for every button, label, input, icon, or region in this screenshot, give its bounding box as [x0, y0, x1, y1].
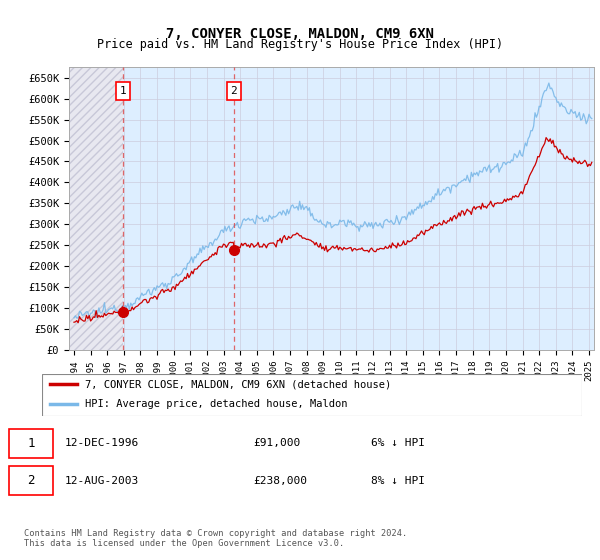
Text: 12-AUG-2003: 12-AUG-2003 [65, 475, 139, 486]
Text: 7, CONYER CLOSE, MALDON, CM9 6XN (detached house): 7, CONYER CLOSE, MALDON, CM9 6XN (detach… [85, 379, 391, 389]
Text: 2: 2 [230, 86, 237, 96]
Text: 6% ↓ HPI: 6% ↓ HPI [371, 438, 425, 448]
Text: £238,000: £238,000 [253, 475, 307, 486]
Text: £91,000: £91,000 [253, 438, 300, 448]
Text: 1: 1 [28, 437, 35, 450]
Bar [9, 429, 53, 458]
Text: 1: 1 [120, 86, 127, 96]
Text: 8% ↓ HPI: 8% ↓ HPI [371, 475, 425, 486]
Text: HPI: Average price, detached house, Maldon: HPI: Average price, detached house, Mald… [85, 399, 348, 409]
Text: 7, CONYER CLOSE, MALDON, CM9 6XN: 7, CONYER CLOSE, MALDON, CM9 6XN [166, 27, 434, 41]
Text: 2: 2 [28, 474, 35, 487]
Bar [69, 67, 123, 350]
Bar [9, 466, 53, 495]
Text: Price paid vs. HM Land Registry's House Price Index (HPI): Price paid vs. HM Land Registry's House … [97, 38, 503, 52]
Text: Contains HM Land Registry data © Crown copyright and database right 2024.
This d: Contains HM Land Registry data © Crown c… [24, 529, 407, 548]
Text: 12-DEC-1996: 12-DEC-1996 [65, 438, 139, 448]
